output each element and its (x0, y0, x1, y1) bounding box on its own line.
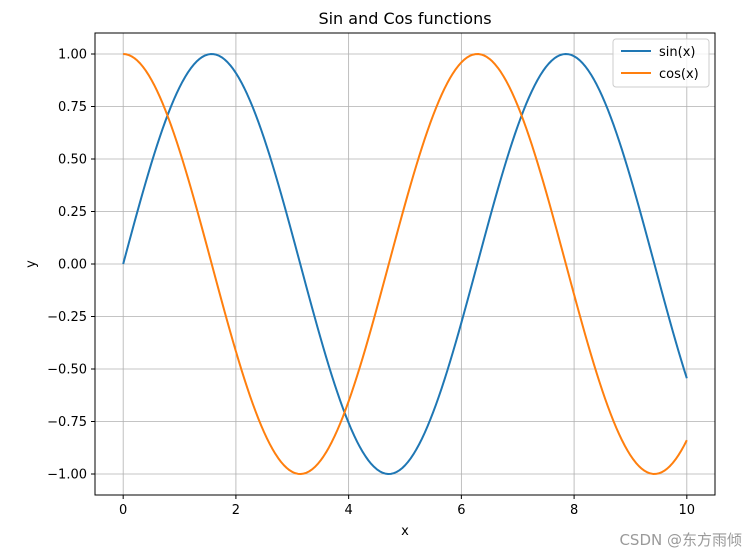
y-tick-label: −0.50 (47, 363, 87, 378)
legend-label-cos: cos(x) (659, 67, 699, 82)
y-tick-label: −1.00 (47, 468, 87, 483)
x-tick-label: 2 (232, 503, 240, 518)
grid-layer (95, 33, 715, 495)
y-tick-label: 1.00 (58, 48, 87, 63)
x-axis-label: x (401, 524, 409, 539)
x-tick-label: 4 (344, 503, 352, 518)
y-tick-label: 0.00 (58, 258, 87, 273)
series-line-cos (123, 53, 688, 475)
x-tick-label: 8 (570, 503, 578, 518)
x-axis: 0 2 4 6 8 10 (119, 495, 695, 518)
y-tick-label: −0.25 (47, 310, 87, 325)
y-tick-label: 0.25 (58, 205, 87, 220)
y-tick-label: −0.75 (47, 415, 87, 430)
series-layer (122, 53, 688, 475)
chart-title: Sin and Cos functions (318, 9, 491, 28)
series-line-sin (122, 53, 688, 475)
y-axis: −1.00 −0.75 −0.50 −0.25 0.00 0.25 0.50 0.75 1.00 (47, 48, 95, 483)
y-axis-label: y (24, 260, 39, 268)
legend-label-sin: sin(x) (659, 45, 695, 60)
x-tick-label: 6 (457, 503, 465, 518)
watermark-text: CSDN @东方雨倾 (619, 531, 742, 549)
y-tick-label: 0.75 (58, 100, 87, 115)
y-tick-label: 0.50 (58, 153, 87, 168)
legend: sin(x) cos(x) (612, 38, 710, 88)
x-tick-label: 0 (119, 503, 127, 518)
x-tick-label: 10 (679, 503, 696, 518)
